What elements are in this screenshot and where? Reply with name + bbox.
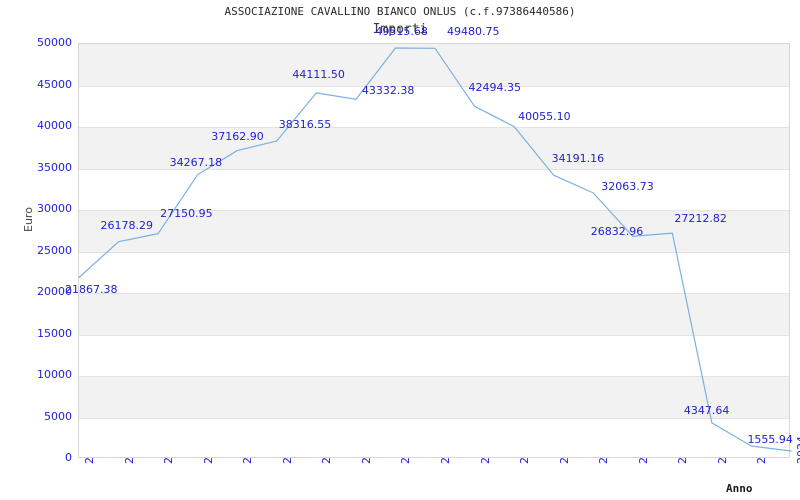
chart-legend-importi: Importi xyxy=(372,22,428,37)
plot-area: 21867.38 26178.29 27150.95 34267.18 37162.90… xyxy=(65,25,800,458)
y-axis-tick-40000: 40000 xyxy=(37,119,72,132)
gridline xyxy=(79,85,789,87)
gridline xyxy=(79,251,789,253)
data-label-2014: 49515.68 xyxy=(375,25,428,39)
data-label-2016: 42494.35 xyxy=(468,81,522,95)
data-label-2009: 34267.18 xyxy=(169,155,223,169)
gridline xyxy=(79,376,789,377)
gridline xyxy=(79,168,789,170)
plot-band xyxy=(79,293,789,335)
data-label-2013: 43332.38 xyxy=(361,84,415,98)
x-axis-title: Anno xyxy=(726,482,753,495)
y-axis-tick-0: 0 xyxy=(65,451,72,464)
gridline xyxy=(79,334,789,336)
data-label-2007: 26178.29 xyxy=(100,218,154,232)
plot-band xyxy=(79,44,789,86)
series-line-importi xyxy=(78,47,792,452)
data-label-2006: 21867.38 xyxy=(65,282,118,296)
y-axis-tick-5000: 5000 xyxy=(44,409,72,423)
data-label-2018: 34191.16 xyxy=(551,152,605,166)
y-axis-tick-15000: 15000 xyxy=(37,326,72,340)
data-label-2011: 38316.55 xyxy=(278,117,332,131)
y-axis-tick-30000: 30000 xyxy=(37,202,72,215)
data-label-2022: 4347.64 xyxy=(683,403,730,417)
plot-band xyxy=(79,210,789,252)
plot-band xyxy=(79,127,789,169)
data-label-2021: 27212.82 xyxy=(674,212,727,226)
data-label-2010: 37162.90 xyxy=(211,129,264,143)
plot-band xyxy=(79,376,789,418)
data-label-2020: 26832.96 xyxy=(590,225,644,239)
data-label-2015: 49480.75 xyxy=(447,25,500,39)
gridline xyxy=(79,417,789,419)
data-label-2008: 27150.95 xyxy=(160,206,213,220)
y-axis-tick-25000: 25000 xyxy=(37,243,72,257)
data-label-2019: 32063.73 xyxy=(601,179,654,193)
gridline xyxy=(79,127,789,128)
data-label-2012: 44111.50 xyxy=(292,67,345,81)
data-label-2023: 1555.94 xyxy=(747,433,793,447)
data-label-2017: 40055.10 xyxy=(518,109,571,123)
gridline xyxy=(79,210,789,211)
gridline xyxy=(79,293,789,294)
y-axis-tick-20000: 20000 xyxy=(37,285,72,298)
y-axis-tick-10000: 10000 xyxy=(37,368,72,381)
y-axis-tick-35000: 35000 xyxy=(37,160,72,174)
y-axis-tick-50000: 50000 xyxy=(37,36,72,49)
y-axis-tick-45000: 45000 xyxy=(37,77,72,91)
chart-title: ASSOCIAZIONE CAVALLINO BIANCO ONLUS (c.f… xyxy=(224,5,576,18)
